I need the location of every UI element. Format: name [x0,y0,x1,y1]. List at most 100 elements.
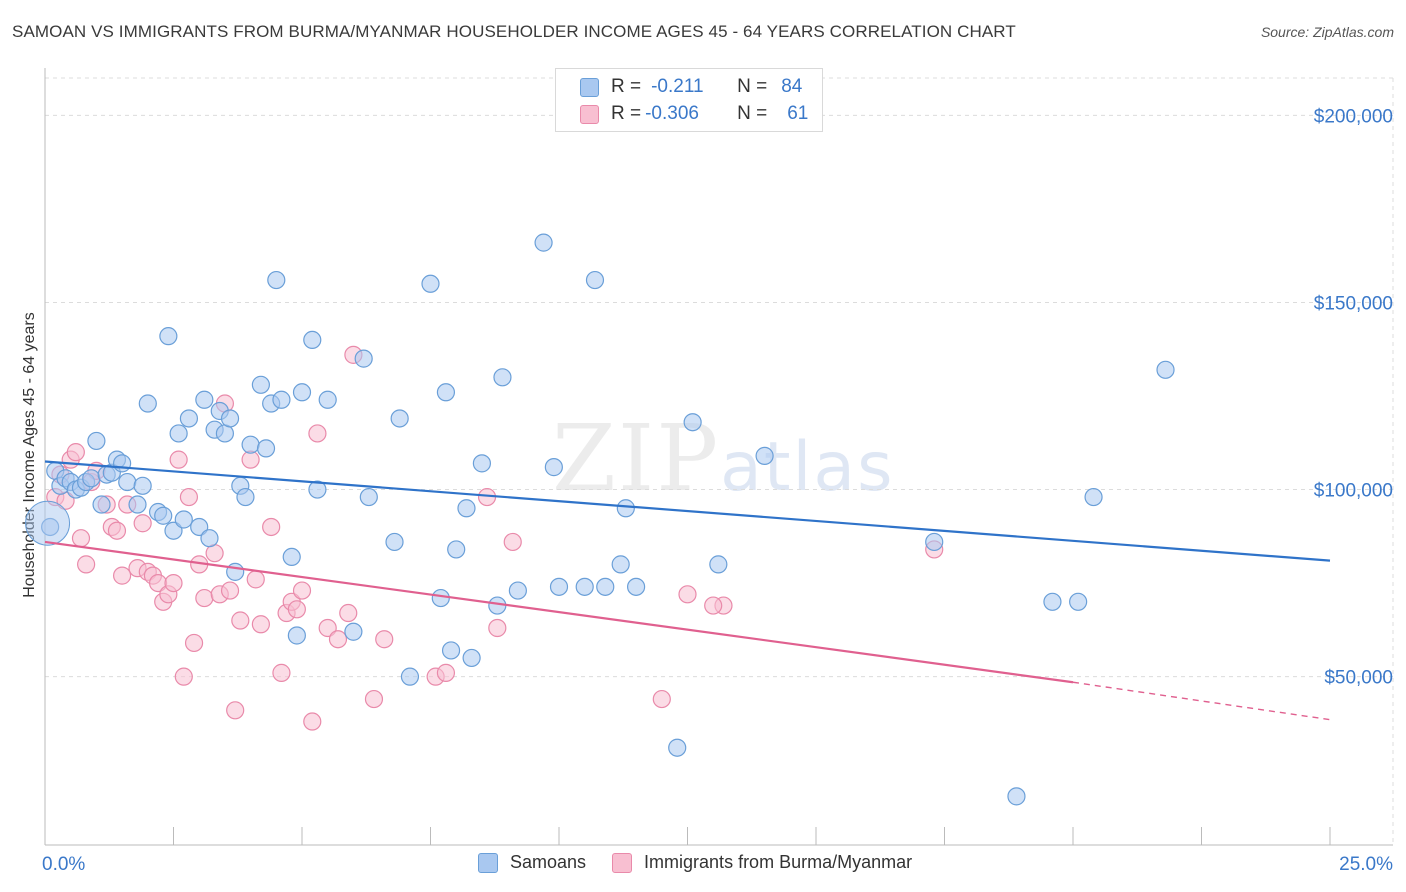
y-tick-label: $150,000 [1314,293,1393,314]
burma-point [251,615,270,634]
chart-title: SAMOAN VS IMMIGRANTS FROM BURMA/MYANMAR … [12,22,1016,41]
samoan-point [164,521,183,540]
samoan-point [220,409,240,428]
legend-swatch-samoans [478,852,498,873]
burma-point [328,630,348,649]
burma-point [704,596,723,615]
samoan-point [1007,787,1026,806]
samoan-point [318,390,337,409]
burma-point [164,573,183,593]
legend-label-samoans: Samoans [510,852,587,872]
samoan-point [112,454,132,473]
burma-point [503,532,522,552]
burma-point [220,581,240,600]
burma-point [174,667,193,686]
samoan-point [534,233,553,252]
samoan-point [159,327,178,346]
burma-point [303,712,322,731]
legend-swatch-blue [580,77,599,97]
samoan-point [128,495,147,514]
samoan-point [92,495,111,514]
samoan-point [133,476,152,495]
y-tick-label: $200,000 [1314,106,1393,127]
samoan-point [272,390,291,409]
legend-n-label: N = [737,103,768,124]
legend-swatch-pink [580,104,599,124]
samoan-point [447,540,466,559]
samoan-point [508,581,527,600]
y-tick-label: $100,000 [1314,481,1393,502]
burma-point [112,566,132,585]
burma-point [179,487,199,507]
legend-swatch-burma [612,852,633,873]
samoan-point [287,626,306,645]
legend-r-label: R = [611,103,642,124]
samoan-point [359,487,378,507]
samoan-point [344,622,363,641]
samoan-point [616,499,635,518]
burma-point [107,521,127,540]
legend-label-burma: Immigrants from Burma/Myanmar [644,852,913,872]
burma-point [436,663,456,682]
series-legend: Samoans Immigrants from Burma/Myanmar [478,852,938,873]
burma-point [292,581,312,600]
samoan-point [195,390,214,409]
samoan-point [585,270,605,290]
burma-trend-line [44,540,1074,684]
samoan-point [236,487,255,507]
burma-point [66,443,85,462]
samoan-point [226,562,245,581]
samoan-point [544,458,563,477]
samoan-point [626,577,646,596]
samoan-point [303,330,322,350]
samoan-point [611,555,630,574]
samoan-trend-line [44,460,1331,562]
samoan-point [457,499,476,518]
samoan-point [472,454,491,473]
y-tick-label: $50,000 [1324,668,1393,689]
samoan-point [549,577,569,596]
burma-point [339,603,358,623]
samoan-point [87,431,106,451]
legend-r-value: -0.211 [651,76,704,97]
samoan-point [282,547,301,567]
legend-r-label: R = [611,76,642,97]
burma-point [308,424,327,443]
samoan-point [385,532,404,552]
samoan-point [596,577,615,596]
burma-point [318,618,337,638]
samoan-point [174,510,193,529]
legend-r-value: -0.306 [645,103,699,124]
burma-point [375,630,394,649]
burma-trend-extension [1072,681,1331,721]
burma-point [169,450,188,469]
samoan-point-cluster [25,500,71,546]
samoan-point [200,529,219,548]
samoan-point [390,409,409,428]
samoan-point [441,641,461,660]
watermark-atlas: atlas [720,428,895,507]
samoan-point [1084,487,1103,507]
burma-point [272,663,291,682]
burma-point [71,529,91,548]
samoan-point [709,555,728,574]
burma-point [133,514,152,533]
correlation-legend: R = -0.211 N = 84 R = -0.306 N = 61 [555,68,823,132]
samoan-point [925,532,944,552]
samoan-point [256,439,276,458]
burma-point [226,701,245,720]
samoan-point [308,480,327,499]
samoan-point [683,413,702,432]
x-tick-label-min: 0.0% [42,854,85,875]
burma-point [488,618,507,638]
legend-n-label: N = [737,76,768,97]
burma-point [246,570,265,589]
source-label: Source: ZipAtlas.com [1260,24,1394,40]
x-tick-label-max: 25.0% [1339,854,1393,875]
legend-n-value: 84 [781,76,803,97]
legend-item-samoans: Samoans [478,852,586,873]
burma-point [678,585,697,604]
samoan-point [462,648,481,668]
legend-n-value: 61 [787,103,809,124]
